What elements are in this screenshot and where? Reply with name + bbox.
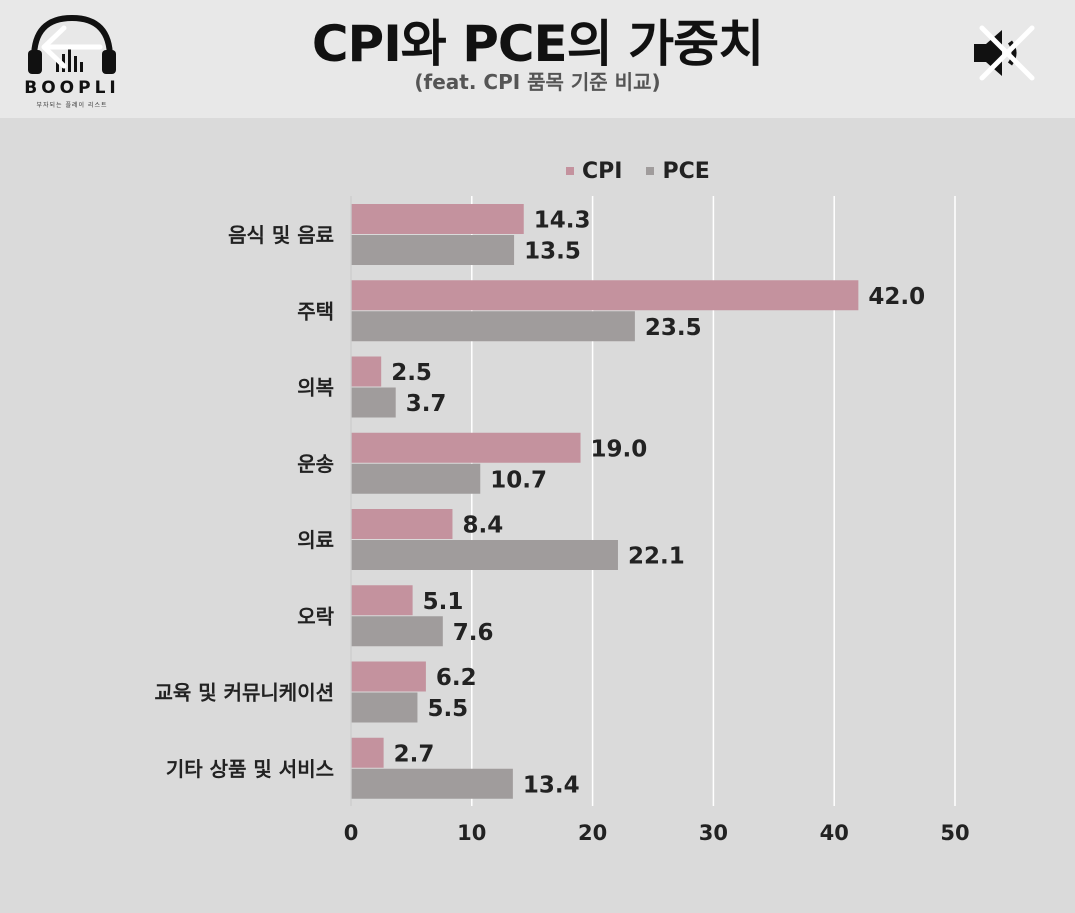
x-tick-label: 0 [344, 821, 359, 845]
category-label: 음식 및 음료 [228, 223, 334, 247]
legend-swatch-cpi [566, 167, 574, 175]
bar-pce [351, 540, 618, 570]
bar-pce [351, 311, 635, 342]
legend-label-cpi: CPI [582, 158, 623, 184]
page-title: CPI와 PCE의 가중치 [311, 15, 764, 73]
data-label-pce: 7.6 [453, 620, 494, 646]
page-subtitle: (feat. CPI 품목 기준 비교) [414, 70, 661, 94]
bar-pce [351, 616, 443, 647]
category-label: 의료 [297, 528, 334, 552]
data-label-cpi: 14.3 [534, 208, 591, 234]
data-label-pce: 5.5 [427, 696, 468, 722]
data-label-pce: 13.5 [524, 239, 581, 265]
data-label-pce: 23.5 [645, 315, 702, 341]
bar-pce [351, 768, 513, 799]
category-label: 교육 및 커뮤니케이션 [154, 681, 334, 705]
data-label-cpi: 2.5 [391, 360, 432, 386]
x-tick-label: 30 [699, 821, 728, 845]
logo-text: BOOPLI [24, 78, 120, 98]
bar-pce [351, 463, 481, 494]
bar-pce [351, 692, 418, 723]
logo-subtext: 부자되는 플레이 리스트 [36, 102, 108, 109]
data-label-pce: 22.1 [628, 544, 685, 570]
data-label-cpi: 8.4 [462, 513, 503, 539]
category-label: 주택 [297, 299, 334, 323]
bar-cpi [351, 204, 524, 234]
category-label: 운송 [297, 452, 334, 476]
bar-cpi [351, 585, 413, 616]
data-label-cpi: 19.0 [591, 436, 648, 462]
data-label-cpi: 6.2 [436, 665, 477, 691]
bar-cpi [351, 432, 581, 463]
legend-swatch-pce [646, 167, 655, 175]
chart-legend: CPI PCE [566, 156, 734, 186]
category-label: 의복 [297, 376, 334, 400]
bar-cpi [351, 280, 859, 311]
data-label-cpi: 2.7 [394, 741, 435, 767]
boopli-logo: BOOPLI 부자되는 플레이 리스트 [12, 8, 132, 109]
header-bar: BOOPLI 부자되는 플레이 리스트 CPI와 PCE의 가중치 (feat.… [0, 0, 1075, 118]
data-label-pce: 10.7 [490, 467, 547, 493]
x-tick-label: 50 [940, 821, 969, 845]
bar-cpi [351, 356, 382, 387]
legend-item-cpi: CPI [566, 159, 622, 184]
data-label-pce: 3.7 [406, 391, 447, 417]
headphones-logo-icon [28, 14, 116, 74]
data-label-cpi: 42.0 [868, 284, 925, 310]
category-label: 오락 [297, 604, 334, 628]
data-label-cpi: 5.1 [423, 589, 464, 615]
bar-cpi [351, 661, 426, 692]
x-tick-label: 10 [457, 821, 486, 845]
x-tick-label: 40 [820, 821, 849, 845]
legend-label-pce: PCE [662, 158, 710, 184]
category-label: 기타 상품 및 서비스 [166, 757, 334, 781]
bar-cpi [351, 509, 453, 539]
speaker-muted-icon[interactable] [968, 20, 1040, 86]
bar-pce [351, 235, 515, 265]
data-label-pce: 13.4 [523, 772, 580, 798]
x-tick-label: 20 [578, 821, 607, 845]
bar-pce [351, 387, 396, 418]
bar-cpi [351, 737, 384, 768]
legend-item-pce: PCE [646, 158, 710, 184]
back-arrow-icon[interactable] [30, 22, 110, 72]
